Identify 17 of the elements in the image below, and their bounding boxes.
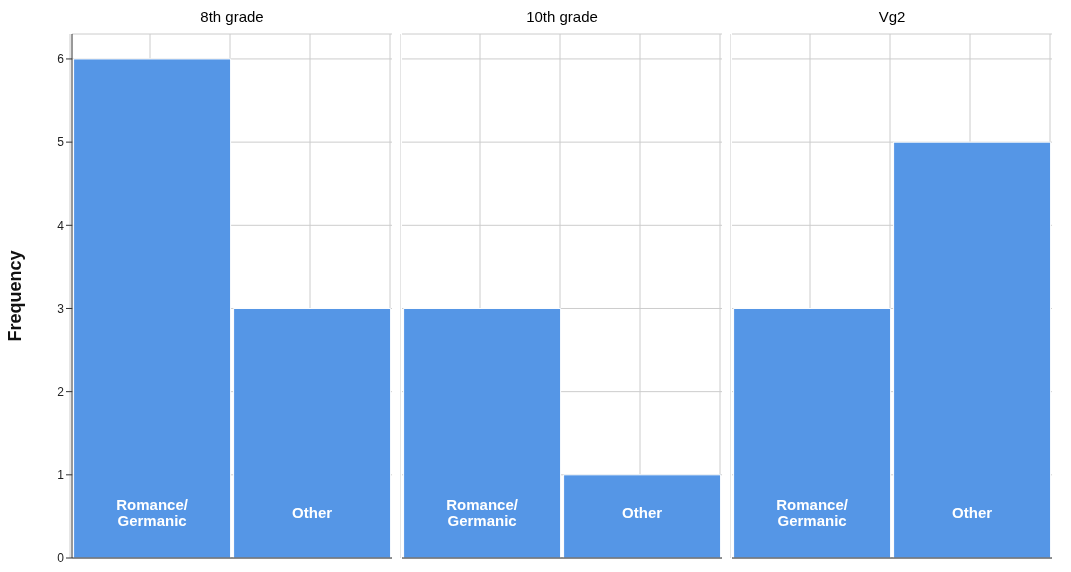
y-tick-label: 3 — [57, 301, 65, 316]
y-axis-title: Frequency — [5, 250, 26, 342]
y-tick-label: 2 — [57, 384, 65, 399]
y-tick-label: 0 — [57, 551, 65, 566]
y-tick-label: 4 — [57, 218, 65, 233]
chart-title: 8th grade — [199, 8, 265, 27]
x-tick-label: Romance/Germanic — [776, 496, 849, 529]
x-tick-label: Other — [622, 504, 663, 521]
x-tick-label: Other — [292, 504, 333, 521]
chart-title: Vg2 — [877, 8, 907, 27]
y-tick-label: 1 — [57, 468, 65, 483]
y-tick-label: 5 — [57, 135, 65, 150]
y-tick-label: 6 — [57, 52, 65, 67]
chart-title: 10th grade — [525, 8, 599, 27]
x-tick-label: Romance/Germanic — [446, 496, 519, 529]
x-tick-label: Romance/Germanic — [116, 496, 189, 529]
x-tick-label: Other — [952, 504, 993, 521]
